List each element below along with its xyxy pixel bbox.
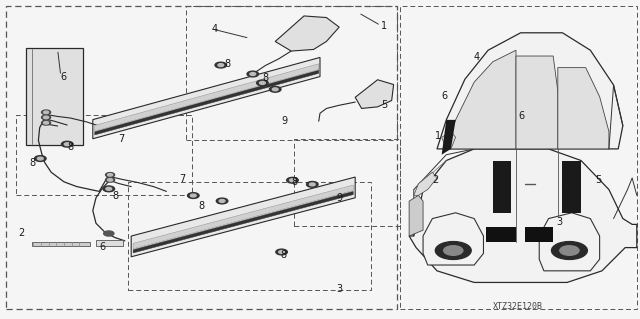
- Circle shape: [191, 194, 196, 197]
- Polygon shape: [437, 33, 623, 149]
- Circle shape: [42, 115, 51, 120]
- Circle shape: [218, 64, 224, 67]
- Circle shape: [42, 121, 51, 125]
- Circle shape: [276, 249, 287, 255]
- Bar: [294, 139, 400, 226]
- Bar: [16, 115, 192, 195]
- Polygon shape: [133, 185, 353, 249]
- Circle shape: [216, 198, 228, 204]
- Circle shape: [219, 200, 225, 203]
- Text: 3: 3: [336, 284, 342, 294]
- Circle shape: [44, 122, 49, 124]
- Text: 8: 8: [198, 201, 205, 211]
- Circle shape: [61, 141, 73, 147]
- Polygon shape: [423, 213, 483, 265]
- Text: 7: 7: [118, 134, 125, 144]
- Text: 6: 6: [61, 71, 67, 82]
- Polygon shape: [409, 149, 637, 282]
- Bar: [128, 182, 371, 290]
- Text: 9: 9: [336, 193, 342, 203]
- Text: 5: 5: [381, 100, 387, 110]
- Circle shape: [260, 82, 265, 84]
- Polygon shape: [93, 57, 320, 139]
- Circle shape: [103, 186, 115, 192]
- Circle shape: [307, 182, 318, 187]
- Text: 6: 6: [99, 242, 106, 252]
- Text: 8: 8: [280, 250, 287, 260]
- Polygon shape: [355, 80, 394, 108]
- Circle shape: [104, 231, 114, 236]
- Text: 9: 9: [282, 116, 288, 126]
- Text: 8: 8: [224, 59, 230, 69]
- Circle shape: [35, 156, 46, 161]
- Text: 8: 8: [262, 73, 269, 83]
- Circle shape: [215, 62, 227, 68]
- Circle shape: [108, 179, 113, 181]
- Circle shape: [560, 246, 579, 255]
- Polygon shape: [409, 195, 423, 236]
- Text: 8: 8: [29, 158, 36, 168]
- Text: 4: 4: [211, 24, 218, 34]
- Circle shape: [106, 178, 115, 182]
- Text: 8: 8: [112, 191, 118, 201]
- Circle shape: [37, 157, 44, 160]
- Polygon shape: [133, 191, 353, 253]
- Circle shape: [106, 173, 115, 177]
- Text: XTZ32E120B: XTZ32E120B: [493, 302, 543, 311]
- Polygon shape: [26, 48, 83, 145]
- Circle shape: [188, 193, 199, 198]
- Circle shape: [257, 80, 268, 86]
- Bar: [6, 6, 397, 309]
- Text: 1: 1: [381, 20, 387, 31]
- Circle shape: [552, 241, 588, 259]
- Polygon shape: [32, 242, 90, 246]
- Circle shape: [310, 183, 315, 186]
- Text: 6: 6: [442, 91, 448, 101]
- Circle shape: [269, 86, 281, 92]
- Polygon shape: [563, 160, 581, 213]
- Circle shape: [108, 174, 113, 176]
- Polygon shape: [540, 213, 600, 271]
- Polygon shape: [525, 227, 553, 242]
- Polygon shape: [96, 240, 123, 246]
- Polygon shape: [414, 172, 437, 195]
- Text: 1: 1: [435, 130, 442, 141]
- Circle shape: [279, 251, 285, 253]
- Circle shape: [106, 188, 112, 190]
- Text: 8: 8: [67, 142, 74, 152]
- Bar: [400, 6, 637, 309]
- Text: 2: 2: [18, 228, 24, 238]
- Bar: [186, 6, 397, 140]
- Circle shape: [44, 116, 49, 119]
- Circle shape: [273, 88, 278, 91]
- Polygon shape: [446, 50, 516, 149]
- Text: 5: 5: [595, 175, 602, 185]
- Circle shape: [44, 111, 49, 114]
- Polygon shape: [558, 68, 609, 149]
- Text: 6: 6: [518, 111, 525, 122]
- Polygon shape: [493, 160, 511, 213]
- Polygon shape: [131, 177, 355, 257]
- Polygon shape: [442, 120, 456, 155]
- Circle shape: [435, 241, 471, 259]
- Polygon shape: [95, 64, 319, 131]
- Text: 7: 7: [179, 174, 186, 184]
- Polygon shape: [516, 56, 558, 149]
- Circle shape: [247, 71, 259, 77]
- Polygon shape: [95, 70, 319, 135]
- Circle shape: [444, 246, 463, 255]
- Polygon shape: [442, 131, 456, 149]
- Circle shape: [250, 73, 256, 75]
- Text: 8: 8: [291, 177, 298, 187]
- Circle shape: [287, 177, 298, 183]
- Text: 2: 2: [432, 175, 438, 185]
- Circle shape: [290, 179, 296, 182]
- Polygon shape: [275, 16, 339, 51]
- Polygon shape: [486, 227, 516, 242]
- Text: 3: 3: [557, 217, 563, 227]
- Text: 4: 4: [474, 52, 480, 63]
- Circle shape: [42, 110, 51, 115]
- Circle shape: [65, 143, 70, 145]
